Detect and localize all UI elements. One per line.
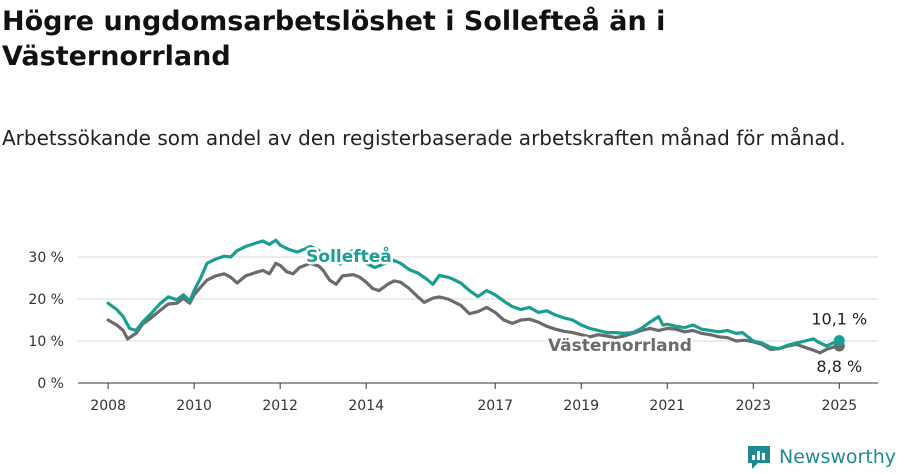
- y-tick-label: 10 %: [28, 334, 64, 350]
- end-value-label: 10,1 %: [811, 310, 867, 329]
- y-tick-label: 20 %: [28, 292, 64, 308]
- newsworthy-icon: [748, 446, 770, 469]
- y-axis-ticks: 0 % 10 % 20 % 30 %: [28, 250, 64, 392]
- y-tick-label: 30 %: [28, 250, 64, 266]
- x-tick-label: 2010: [176, 398, 212, 414]
- x-tick-label: 2017: [477, 398, 513, 414]
- brand-name: Newsworthy: [779, 446, 897, 468]
- x-tick-label: 2025: [821, 398, 857, 414]
- x-tick-label: 2012: [262, 398, 298, 414]
- series-name-label: Västernorrland: [548, 336, 692, 356]
- x-axis-ticks: 2008 2010 2012 2014 2017 2019 2021 2023 2025: [90, 383, 857, 414]
- y-tick-label: 0 %: [37, 376, 64, 392]
- newsworthy-logo: Newsworthy: [746, 442, 896, 472]
- chart-subtitle: Arbetssökande som andel av den registerb…: [2, 126, 846, 150]
- end-point-marker: [833, 335, 845, 347]
- x-tick-label: 2023: [735, 398, 771, 414]
- end-value-label: 8,8 %: [816, 357, 862, 376]
- series-label-halo: Sollefteå: [306, 245, 392, 267]
- series-name-label: Sollefteå: [306, 245, 392, 267]
- series-line-solleftea: [106, 238, 841, 351]
- chart-title: Högre ungdomsarbetslöshet i Sollefteå än…: [2, 6, 666, 72]
- series-lines: [106, 238, 845, 355]
- x-tick-label: 2019: [563, 398, 599, 414]
- x-tick-label: 2008: [90, 398, 126, 414]
- gridlines: [78, 256, 878, 384]
- series-labels: SollefteåSollefteåVästernorrlandVästerno…: [304, 242, 868, 376]
- series-label-halo: Västernorrland: [548, 336, 692, 356]
- x-tick-label: 2021: [649, 398, 685, 414]
- x-tick-label: 2014: [348, 398, 384, 414]
- series-line-vasternorrland: [106, 261, 841, 355]
